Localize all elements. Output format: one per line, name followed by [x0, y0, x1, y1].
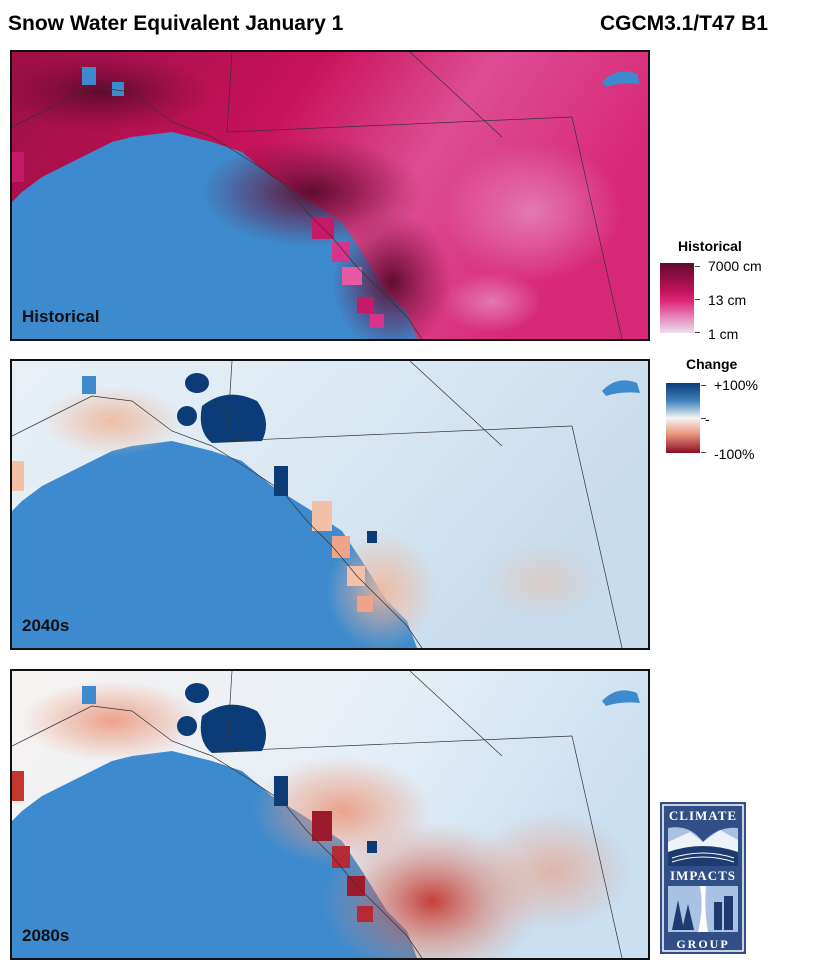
map-title: Snow Water Equivalent January 1 [8, 12, 344, 35]
change-tick-mid: - [705, 411, 710, 427]
logo-text-top: CLIMATE [669, 808, 737, 823]
historical-legend-title: Historical [678, 238, 742, 254]
model-label: CGCM3.1/T47 B1 [599, 12, 768, 35]
panel-label-2040s: 2040s [22, 616, 70, 635]
historical-tick-mark [695, 332, 700, 333]
change-tick-low: -100% [714, 446, 755, 462]
panel-label-2080s: 2080s [22, 926, 70, 945]
change-colorbar [666, 383, 700, 453]
change-tick-mark [701, 418, 706, 419]
historical-tick-mid: 13 cm [708, 292, 747, 308]
historical-map-panel: Historical [10, 50, 650, 341]
change-tick-mark [701, 385, 706, 386]
change-tick-mark [701, 452, 706, 453]
historical-tick-mark [695, 266, 700, 267]
logo-text-mid: IMPACTS [670, 868, 736, 883]
change-2040s-map [12, 361, 648, 648]
historical-colorbar [660, 263, 694, 333]
historical-map [12, 52, 648, 339]
change-2040s-map-panel: 2040s [10, 359, 650, 650]
historical-tick-high: 7000 cm [708, 258, 762, 274]
change-tick-high: +100% [714, 377, 758, 393]
climate-impacts-group-logo: CLIMATE IMPACTS GROUP [660, 802, 746, 954]
panel-label-historical: Historical [22, 307, 100, 326]
historical-tick-low: 1 cm [708, 326, 739, 342]
change-legend-title: Change [686, 356, 738, 372]
historical-tick-mark [695, 299, 700, 300]
logo-text-bottom: GROUP [676, 937, 729, 951]
change-2080s-map [12, 671, 648, 958]
change-2080s-map-panel: 2080s [10, 669, 650, 960]
